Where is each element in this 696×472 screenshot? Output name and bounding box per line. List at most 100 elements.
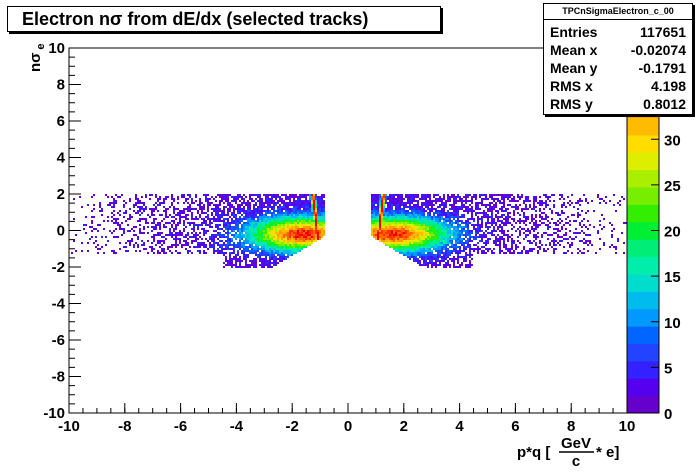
heatmap-cell bbox=[425, 242, 427, 244]
heatmap-cell bbox=[219, 252, 221, 254]
heatmap-cell bbox=[289, 224, 291, 226]
heatmap-cell bbox=[297, 212, 299, 214]
heatmap-cell bbox=[133, 204, 135, 206]
heatmap-cell bbox=[375, 232, 377, 234]
heatmap-cell bbox=[311, 224, 313, 226]
heatmap-cell bbox=[397, 206, 399, 208]
heatmap-cell bbox=[503, 200, 505, 202]
heatmap-cell bbox=[219, 214, 221, 216]
heatmap-cell bbox=[303, 244, 305, 246]
heatmap-cell bbox=[489, 194, 491, 196]
heatmap-cell bbox=[261, 236, 263, 238]
heatmap-cell bbox=[269, 244, 271, 246]
heatmap-cell bbox=[273, 264, 275, 266]
heatmap-cell bbox=[295, 214, 297, 216]
heatmap-cell bbox=[563, 246, 565, 248]
heatmap-cell bbox=[227, 202, 229, 204]
heatmap-cell bbox=[161, 250, 163, 252]
heatmap-cell bbox=[261, 214, 263, 216]
heatmap-cell bbox=[441, 200, 443, 202]
heatmap-cell bbox=[397, 204, 399, 206]
heatmap-cell bbox=[407, 218, 409, 220]
heatmap-cell bbox=[403, 226, 405, 228]
heatmap-cell bbox=[603, 226, 605, 228]
heatmap-cell bbox=[495, 198, 497, 200]
heatmap-cell bbox=[427, 258, 429, 260]
heatmap-cell bbox=[263, 234, 265, 236]
heatmap-cell bbox=[457, 220, 459, 222]
heatmap-cell bbox=[597, 232, 599, 234]
heatmap-cell bbox=[249, 228, 251, 230]
heatmap-cell bbox=[557, 234, 559, 236]
heatmap-cell bbox=[577, 216, 579, 218]
heatmap-cell bbox=[301, 222, 303, 224]
heatmap-cell bbox=[395, 210, 397, 212]
heatmap-cell bbox=[461, 216, 463, 218]
heatmap-cell bbox=[453, 260, 455, 262]
heatmap-cell bbox=[157, 234, 159, 236]
heatmap-cell bbox=[411, 214, 413, 216]
heatmap-cell bbox=[273, 196, 275, 198]
heatmap-cell bbox=[405, 202, 407, 204]
heatmap-cell bbox=[275, 194, 277, 196]
heatmap-cell bbox=[439, 238, 441, 240]
heatmap-cell bbox=[269, 206, 271, 208]
heatmap-cell bbox=[465, 256, 467, 258]
heatmap-cell bbox=[457, 194, 459, 196]
heatmap-cell bbox=[177, 198, 179, 200]
heatmap-cell bbox=[463, 244, 465, 246]
heatmap-cell bbox=[277, 234, 279, 236]
heatmap-cell bbox=[511, 206, 513, 208]
heatmap-cell bbox=[563, 204, 565, 206]
heatmap-cell bbox=[611, 244, 613, 246]
heatmap-cell bbox=[143, 226, 145, 228]
heatmap-cell bbox=[485, 212, 487, 214]
heatmap-cell bbox=[453, 202, 455, 204]
heatmap-cell bbox=[261, 198, 263, 200]
heatmap-cell bbox=[395, 194, 397, 196]
heatmap-cell bbox=[277, 214, 279, 216]
heatmap-cell bbox=[247, 232, 249, 234]
heatmap-cell bbox=[547, 228, 549, 230]
heatmap-cell bbox=[481, 252, 483, 254]
heatmap-cell bbox=[385, 240, 387, 242]
heatmap-cell bbox=[127, 218, 129, 220]
heatmap-cell bbox=[543, 232, 545, 234]
heatmap-cell bbox=[283, 218, 285, 220]
heatmap-cell bbox=[263, 206, 265, 208]
heatmap-cell bbox=[613, 204, 615, 206]
heatmap-cell bbox=[247, 228, 249, 230]
heatmap-cell bbox=[171, 216, 173, 218]
heatmap-cell bbox=[209, 244, 211, 246]
heatmap-cell bbox=[281, 240, 283, 242]
heatmap-cell bbox=[213, 208, 215, 210]
heatmap-cell bbox=[203, 242, 205, 244]
heatmap-cell bbox=[309, 196, 311, 198]
heatmap-cell bbox=[463, 242, 465, 244]
heatmap-cell bbox=[255, 236, 257, 238]
heatmap-cell bbox=[535, 224, 537, 226]
heatmap-cell bbox=[303, 210, 305, 212]
heatmap-cell bbox=[399, 208, 401, 210]
heatmap-cell bbox=[253, 264, 255, 266]
heatmap-cell bbox=[267, 228, 269, 230]
heatmap-cell bbox=[319, 208, 321, 210]
heatmap-cell bbox=[511, 194, 513, 196]
heatmap-cell bbox=[195, 208, 197, 210]
heatmap-cell bbox=[219, 218, 221, 220]
heatmap-cell bbox=[217, 204, 219, 206]
heatmap-cell bbox=[191, 216, 193, 218]
heatmap-cell bbox=[443, 254, 445, 256]
heatmap-cell bbox=[257, 196, 259, 198]
heatmap-cell bbox=[233, 214, 235, 216]
heatmap-cell bbox=[441, 198, 443, 200]
heatmap-cell bbox=[179, 214, 181, 216]
heatmap-cell bbox=[155, 194, 157, 196]
heatmap-cell bbox=[439, 248, 441, 250]
heatmap-cell bbox=[135, 226, 137, 228]
heatmap-cell bbox=[543, 250, 545, 252]
heatmap-cell bbox=[279, 234, 281, 236]
colorbar-tick-label: 15 bbox=[664, 269, 681, 286]
heatmap-cell bbox=[135, 196, 137, 198]
heatmap-cell bbox=[399, 198, 401, 200]
